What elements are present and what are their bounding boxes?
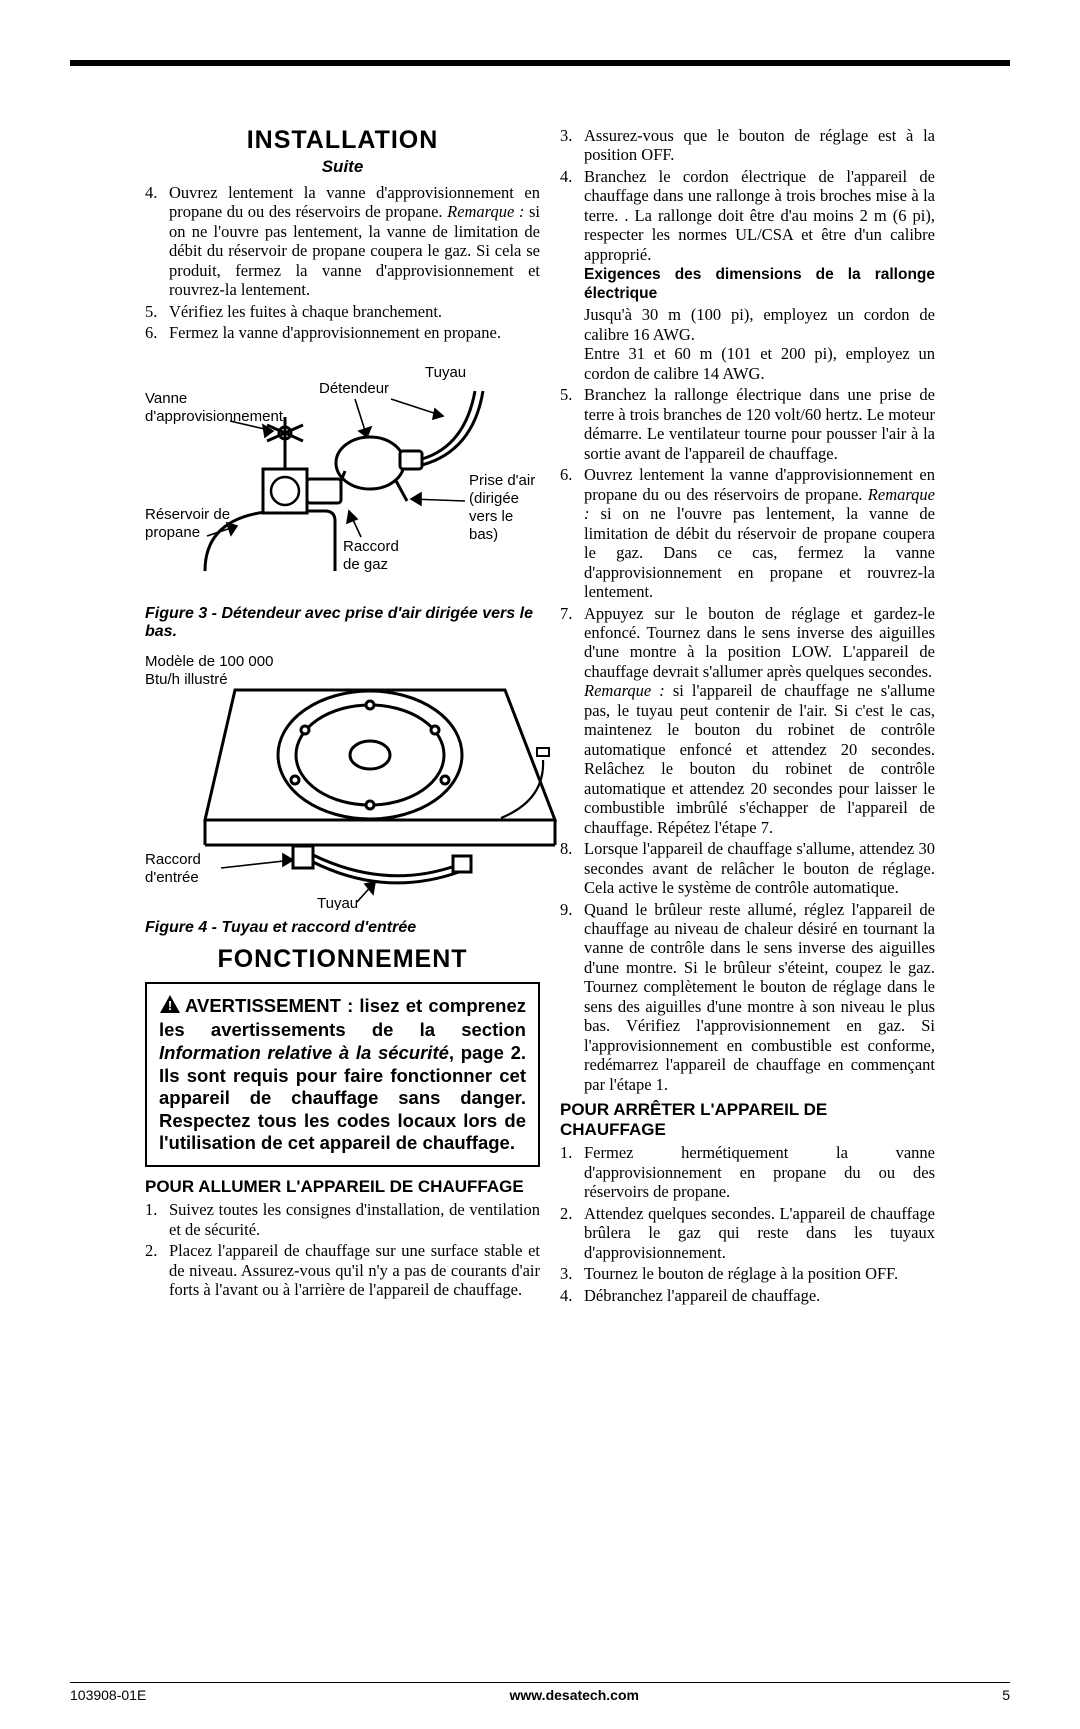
svg-text:!: !	[168, 998, 172, 1013]
list-item: 1. Fermez hermétiquement la vanne d'appr…	[560, 1143, 935, 1201]
svg-text:d'entrée: d'entrée	[145, 869, 199, 886]
arreter-list: 1. Fermez hermétiquement la vanne d'appr…	[560, 1143, 935, 1305]
svg-text:Raccord: Raccord	[343, 538, 399, 555]
installation-heading: INSTALLATION	[145, 126, 540, 155]
list-item: 9. Quand le brûleur reste allumé, réglez…	[560, 900, 935, 1095]
page-footer: 103908-01E www.desatech.com 5	[70, 1682, 1010, 1703]
svg-text:d'approvisionnement: d'approvisionnement	[145, 408, 284, 425]
svg-text:Tuyau: Tuyau	[425, 364, 466, 381]
item-number: 4.	[560, 1286, 584, 1305]
item-number: 3.	[560, 126, 584, 165]
list-item: 3. Assurez-vous que le bouton de réglage…	[560, 126, 935, 165]
svg-text:Vanne: Vanne	[145, 390, 187, 407]
svg-text:Réservoir de: Réservoir de	[145, 506, 230, 523]
allumer-list-continued: 3. Assurez-vous que le bouton de réglage…	[560, 126, 935, 264]
footer-doc-id: 103908-01E	[70, 1687, 146, 1703]
item-text: Vérifiez les fuites à chaque branchement…	[169, 302, 540, 321]
item-text: Ouvrez lentement la vanne d'approvisionn…	[584, 465, 935, 601]
svg-text:vers le: vers le	[469, 508, 513, 525]
item-text: Quand le brûleur reste allumé, réglez l'…	[584, 900, 935, 1095]
item-text: Attendez quelques secondes. L'appareil d…	[584, 1204, 935, 1262]
item-number: 7.	[560, 604, 584, 838]
item-number: 3.	[560, 1264, 584, 1283]
item-number: 2.	[145, 1241, 169, 1299]
item-text: Débranchez l'appareil de chauffage.	[584, 1286, 935, 1305]
two-column-layout: INSTALLATION Suite 4. Ouvrez lentement l…	[145, 126, 935, 1307]
regulator-diagram-svg: Tuyau Détendeur Vanne d'approvisionnemen…	[145, 351, 565, 596]
figure-3-diagram: Tuyau Détendeur Vanne d'approvisionnemen…	[145, 351, 540, 601]
list-item: 5. Vérifiez les fuites à chaque branchem…	[145, 302, 540, 321]
footer-page-number: 5	[1002, 1687, 1010, 1703]
item-number: 4.	[145, 183, 169, 300]
list-item: 6. Ouvrez lentement la vanne d'approvisi…	[560, 465, 935, 601]
svg-text:bas): bas)	[469, 526, 498, 543]
item-text: Assurez-vous que le bouton de réglage es…	[584, 126, 935, 165]
list-item: 7. Appuyez sur le bouton de réglage et g…	[560, 604, 935, 838]
page: INSTALLATION Suite 4. Ouvrez lentement l…	[70, 60, 1010, 1600]
exigences-heading: Exigences des dimensions de la rallonge …	[584, 266, 935, 303]
list-item: 2. Placez l'appareil de chauffage sur un…	[145, 1241, 540, 1299]
list-item: 4. Débranchez l'appareil de chauffage.	[560, 1286, 935, 1305]
item-text: Fermez la vanne d'approvisionnement en p…	[169, 323, 540, 342]
item-text: Ouvrez lentement la vanne d'approvisionn…	[169, 183, 540, 300]
list-item: 8. Lorsque l'appareil de chauffage s'all…	[560, 839, 935, 897]
installation-list: 4. Ouvrez lentement la vanne d'approvisi…	[145, 183, 540, 343]
list-item: 4. Branchez le cordon électrique de l'ap…	[560, 167, 935, 264]
item-text: Branchez la rallonge électrique dans une…	[584, 385, 935, 463]
allumer-list: 1. Suivez toutes les consignes d'install…	[145, 1200, 540, 1299]
figure-4-diagram: Modèle de 100 000 Btu/h illustré Raccord…	[145, 650, 540, 915]
figure-4-caption: Figure 4 - Tuyau et raccord d'entrée	[145, 919, 540, 937]
list-item: 4. Ouvrez lentement la vanne d'approvisi…	[145, 183, 540, 300]
warning-icon: !	[159, 994, 181, 1020]
list-item: 3. Tournez le bouton de réglage à la pos…	[560, 1264, 935, 1283]
list-item: 6. Fermez la vanne d'approvisionnement e…	[145, 323, 540, 342]
item-number: 5.	[145, 302, 169, 321]
item-text: Lorsque l'appareil de chauffage s'allume…	[584, 839, 935, 897]
warning-box: ! AVERTISSEMENT : lisez et comprenez les…	[145, 982, 540, 1167]
item-text: Branchez le cordon électrique de l'appar…	[584, 167, 935, 264]
svg-text:Raccord: Raccord	[145, 851, 201, 868]
svg-text:Tuyau: Tuyau	[317, 895, 358, 910]
heater-diagram-svg: Modèle de 100 000 Btu/h illustré Raccord…	[145, 650, 565, 910]
svg-text:Prise d'air: Prise d'air	[469, 472, 535, 489]
item-number: 2.	[560, 1204, 584, 1262]
item-number: 8.	[560, 839, 584, 897]
svg-text:(dirigée: (dirigée	[469, 490, 519, 507]
list-item: 2. Attendez quelques secondes. L'apparei…	[560, 1204, 935, 1262]
fonctionnement-heading: FONCTIONNEMENT	[145, 945, 540, 974]
item-text: Appuyez sur le bouton de réglage et gard…	[584, 604, 935, 838]
item-number: 6.	[560, 465, 584, 601]
item-number: 1.	[145, 1200, 169, 1239]
left-column: INSTALLATION Suite 4. Ouvrez lentement l…	[145, 126, 540, 1307]
figure-3-caption: Figure 3 - Détendeur avec prise d'air di…	[145, 605, 540, 642]
warning-text: AVERTISSEMENT : lisez et comprenez les a…	[159, 995, 526, 1153]
list-item: 1. Suivez toutes les consignes d'install…	[145, 1200, 540, 1239]
item-number: 6.	[145, 323, 169, 342]
allumer-heading: POUR ALLUMER L'APPAREIL DE CHAUFFAGE	[145, 1177, 540, 1197]
svg-text:propane: propane	[145, 524, 200, 541]
list-item: 5. Branchez la rallonge électrique dans …	[560, 385, 935, 463]
item-text: Placez l'appareil de chauffage sur une s…	[169, 1241, 540, 1299]
svg-text:Détendeur: Détendeur	[319, 380, 389, 397]
footer-url: www.desatech.com	[510, 1687, 639, 1703]
svg-text:Btu/h illustré: Btu/h illustré	[145, 671, 228, 688]
item-number: 5.	[560, 385, 584, 463]
item-text: Suivez toutes les consignes d'installati…	[169, 1200, 540, 1239]
allumer-list-continued-2: 5. Branchez la rallonge électrique dans …	[560, 385, 935, 1094]
exigences-a: Jusqu'à 30 m (100 pi), employez un cordo…	[584, 305, 935, 344]
item-number: 1.	[560, 1143, 584, 1201]
suite-label: Suite	[145, 157, 540, 177]
arreter-heading: POUR ARRÊTER L'APPAREIL DE CHAUFFAGE	[560, 1100, 935, 1139]
exigences-b: Entre 31 et 60 m (101 et 200 pi), employ…	[584, 344, 935, 383]
item-text: Tournez le bouton de réglage à la positi…	[584, 1264, 935, 1283]
svg-text:Modèle de 100 000: Modèle de 100 000	[145, 653, 273, 670]
svg-text:de gaz: de gaz	[343, 556, 388, 573]
right-column: 3. Assurez-vous que le bouton de réglage…	[560, 126, 935, 1307]
item-number: 9.	[560, 900, 584, 1095]
item-text: Fermez hermétiquement la vanne d'approvi…	[584, 1143, 935, 1201]
item-number: 4.	[560, 167, 584, 264]
